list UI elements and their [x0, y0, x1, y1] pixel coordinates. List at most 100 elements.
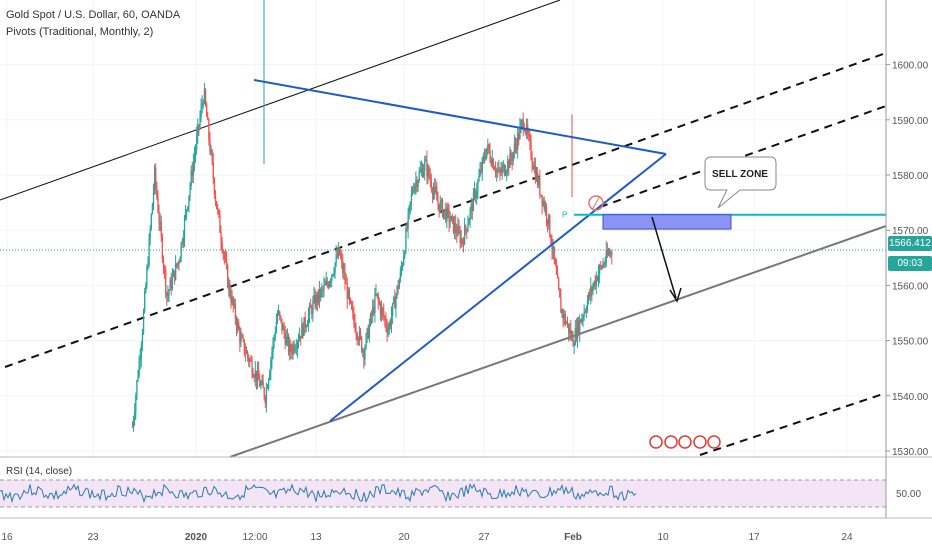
- price-axis-tick: 1560.00: [892, 281, 929, 292]
- candle-body: [305, 326, 307, 328]
- candle-body: [416, 180, 418, 187]
- candle-body: [289, 344, 291, 352]
- candles: [131, 0, 613, 432]
- candle-body: [282, 326, 284, 331]
- rsi-indicator-label[interactable]: RSI (14, close): [6, 466, 73, 477]
- candle-body: [555, 265, 558, 274]
- candle-body: [262, 380, 264, 388]
- descending-trendline: [253, 79, 667, 155]
- candle-body: [271, 351, 273, 360]
- candle-body: [339, 254, 342, 258]
- candle-body: [358, 331, 361, 341]
- candle-body: [367, 328, 369, 339]
- candle-body: [535, 172, 538, 181]
- candle-body: [259, 379, 261, 387]
- candle-body: [333, 272, 335, 275]
- candle-body: [394, 297, 396, 309]
- candle-body: [158, 212, 160, 223]
- candle-body: [461, 238, 464, 243]
- candle-body: [532, 164, 534, 170]
- candle-body: [356, 333, 358, 340]
- drawings: P SELL ZONE: [0, 79, 886, 449]
- candle-body: [341, 257, 343, 261]
- candle-body: [506, 171, 508, 174]
- candle-body: [510, 153, 512, 160]
- time-axis-tick: 16: [1, 532, 13, 543]
- economic-event-icon: [678, 435, 692, 449]
- candle-body: [445, 208, 447, 222]
- candle-body: [554, 259, 557, 266]
- candle-body: [404, 252, 406, 257]
- candle-body: [472, 192, 475, 212]
- candle-body: [508, 160, 510, 168]
- candle-body: [304, 317, 306, 328]
- candle-body: [593, 281, 595, 287]
- candle-body: [449, 221, 451, 223]
- candle-body: [383, 311, 385, 318]
- candle-body: [411, 191, 414, 194]
- candle-body: [264, 397, 266, 404]
- candle-body: [384, 317, 386, 320]
- candle-body: [318, 289, 321, 299]
- candle-body: [374, 294, 376, 314]
- candle-body: [275, 321, 278, 333]
- candle-body: [349, 298, 352, 302]
- candle-body: [568, 323, 570, 334]
- candle-body: [466, 229, 468, 231]
- candle-body: [159, 221, 161, 223]
- candle-body: [149, 228, 151, 239]
- candle-body: [389, 323, 392, 326]
- candle-body: [291, 351, 293, 354]
- candle-body: [581, 318, 583, 323]
- candle-body: [161, 236, 164, 260]
- candle-body: [548, 214, 550, 224]
- candle-body: [152, 190, 155, 204]
- pivots-indicator-label[interactable]: Pivots (Traditional, Monthly, 2): [6, 26, 154, 38]
- candle-body: [157, 197, 159, 213]
- candle-body: [574, 328, 576, 345]
- candle-body: [261, 380, 263, 384]
- candle-body: [211, 150, 213, 162]
- candle-body: [315, 294, 317, 307]
- candle-body: [591, 286, 593, 292]
- time-axis: 16 23 2020 12:00 13 20 27 Feb 10 17 24: [1, 532, 853, 543]
- candle-body: [175, 263, 177, 280]
- time-axis-tick: 13: [310, 532, 322, 543]
- symbol-title[interactable]: Gold Spot / U.S. Dollar, 60, OANDA: [6, 9, 181, 21]
- candle-body: [533, 166, 536, 170]
- candle-body: [515, 145, 518, 150]
- countdown-timer: 09:03: [888, 256, 932, 271]
- candle-body: [380, 307, 383, 315]
- candle-body: [317, 289, 320, 303]
- candle-body: [604, 262, 606, 265]
- candle-body: [361, 337, 363, 352]
- candle-body: [306, 324, 309, 327]
- candle-body: [364, 348, 366, 360]
- candle-body: [323, 285, 325, 290]
- candle-body: [590, 286, 592, 297]
- candle-body: [372, 306, 374, 317]
- candle-body: [480, 169, 482, 172]
- candle-body: [235, 319, 238, 329]
- candle-body: [284, 333, 286, 345]
- candle-body: [222, 250, 224, 254]
- candle-body: [430, 181, 433, 190]
- candle-body: [344, 271, 346, 284]
- candle-body: [347, 289, 350, 300]
- candle-body: [398, 280, 400, 289]
- candle-body: [255, 370, 258, 382]
- candle-body: [544, 206, 547, 210]
- candle-body: [455, 223, 457, 233]
- candle-body: [582, 316, 584, 319]
- candle-body: [521, 120, 523, 123]
- candle-body: [487, 144, 489, 148]
- candle-body: [482, 156, 485, 159]
- candle-body: [168, 290, 170, 295]
- price-axis: 1530.00 1540.00 1550.00 1560.00 1570.00 1580.…: [885, 0, 929, 518]
- candle-body: [307, 314, 310, 325]
- candle-body: [238, 322, 240, 330]
- candle-body: [452, 216, 455, 233]
- candle-body: [206, 104, 208, 118]
- candle-body: [494, 169, 497, 173]
